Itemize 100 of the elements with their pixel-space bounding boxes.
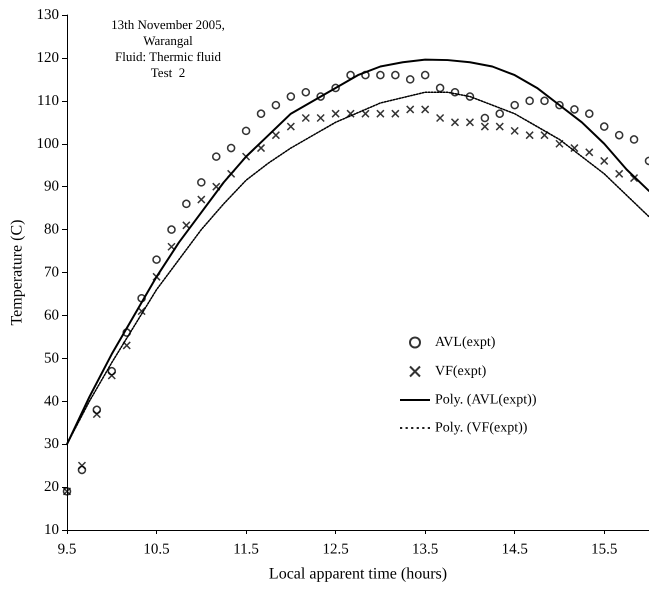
point [420,105,430,114]
y-tick-label: 50 [44,350,59,366]
point [316,92,325,101]
point [346,109,355,118]
point [122,341,131,350]
point [152,272,161,282]
point [391,70,400,80]
point [540,96,549,106]
x-tick-label: 13.5 [412,542,438,558]
point [585,109,594,118]
point [286,122,296,131]
annotation: Test 2 [150,65,186,80]
point [630,135,638,144]
y-tick-label: 10 [44,522,59,538]
point [555,140,564,148]
point [302,114,310,122]
point [182,221,191,230]
point [316,114,325,122]
point [78,466,86,474]
legend-label: Poly. (AVL(expt)) [435,392,537,408]
point [212,182,221,191]
point [391,109,400,118]
point [555,100,564,110]
point [540,130,549,140]
x-tick-label: 14.5 [502,542,528,558]
x-tick-label: 11.5 [233,542,259,558]
point [92,406,102,414]
point [167,225,176,234]
point [108,366,116,376]
x-tick-label: 12.5 [322,542,349,558]
point [614,170,624,178]
legend-label: VF(expt) [435,364,487,379]
point [600,122,608,131]
point [436,84,444,92]
point [614,130,624,140]
point [450,118,460,127]
point [361,109,370,118]
point [256,144,266,152]
y-tick-label: 30 [44,436,59,452]
y-tick-label: 100 [36,136,59,152]
x-tick-label: 10.5 [143,542,170,558]
point [495,122,504,131]
point [600,156,608,166]
point [361,70,370,80]
point [346,70,355,80]
point [450,88,460,96]
point [436,114,444,122]
point [137,306,146,316]
point [331,84,340,92]
point [525,130,534,140]
point [510,126,519,136]
point [302,88,310,96]
point [197,195,206,204]
legend-label: AVL(expt) [435,335,496,350]
point [108,371,116,380]
y-tick-label: 90 [44,178,59,195]
point [495,109,504,118]
point [78,461,86,470]
point [212,152,221,161]
y-tick-label: 130 [36,7,59,23]
point [420,70,430,80]
y-tick-label: 20 [44,479,59,496]
point [137,294,146,302]
point [630,174,638,182]
annotation: Fluid: Thermic fluid [115,49,222,64]
point [272,100,280,110]
point [480,122,490,131]
x-tick-label: 15.5 [591,542,618,558]
y-tick-label: 70 [44,264,59,280]
point [585,148,594,157]
point [256,109,266,118]
x-axis-title: Local apparent time (hours) [268,566,448,582]
point [182,200,191,208]
y-tick-label: 80 [44,222,59,238]
x-tick-label: 9.5 [58,542,76,558]
point [406,75,414,84]
point [525,96,534,106]
point [466,92,474,101]
y-tick-label: 110 [37,92,59,109]
legend-label: Poly. (VF(expt)) [435,420,528,436]
point [152,255,161,264]
y-axis-title: Temperature (C) [8,220,26,326]
annotation: 13th November 2005, [111,17,225,32]
point [92,410,102,418]
point [480,114,490,122]
point [570,105,579,114]
annotation: Warangal [143,33,194,48]
point [510,100,519,110]
point [272,130,280,140]
point [466,118,474,127]
point [376,70,385,80]
y-tick-label: 120 [36,50,59,66]
y-tick-label: 60 [44,307,59,324]
point [197,178,206,187]
point [376,109,385,118]
point [226,144,236,152]
point [167,242,176,251]
point [242,126,250,136]
point [406,105,414,114]
point [331,109,340,118]
